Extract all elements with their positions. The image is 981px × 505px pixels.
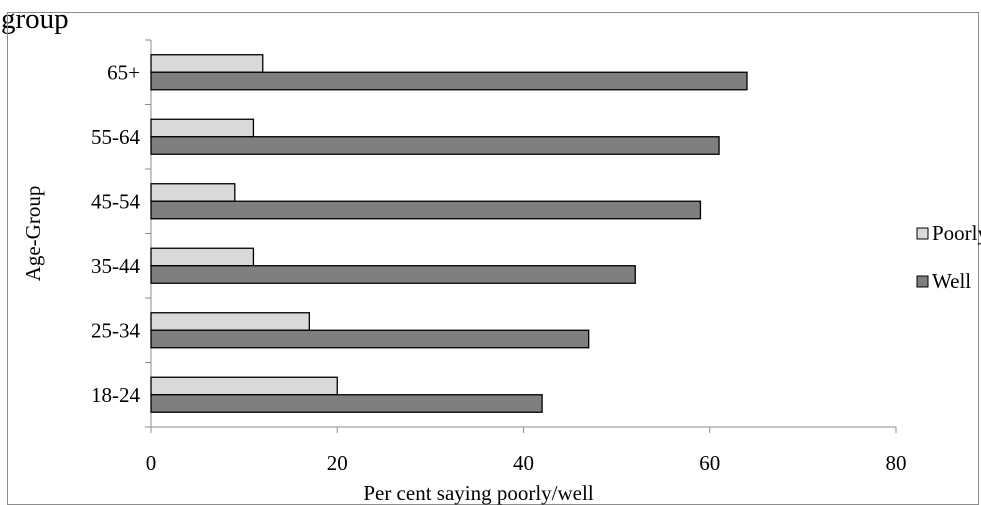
bar-well [150, 265, 636, 284]
y-tick-label: 55-64 [91, 125, 140, 149]
bar-poorly [150, 54, 264, 73]
legend-swatch-well [916, 275, 929, 288]
y-axis-title: Age-Group [21, 186, 45, 282]
legend-label-poorly: Poorly [932, 221, 981, 245]
y-tick-label: 18-24 [91, 383, 140, 407]
bar-poorly [150, 247, 255, 267]
x-tick-label: 40 [513, 451, 534, 475]
y-tick-label: 45-54 [91, 189, 140, 213]
y-tick-label: 65+ [107, 60, 140, 84]
plot-area: 0 20 40 60 80 18-24 25-34 35-44 45-54 55-64 65+ [91, 39, 907, 475]
x-tick-label: 80 [886, 451, 907, 475]
x-tick-label: 0 [146, 451, 157, 475]
bar-poorly [150, 183, 236, 202]
header-fragment: group [1, 3, 69, 35]
x-tick-label: 60 [699, 451, 720, 475]
legend-swatch-poorly [916, 227, 929, 240]
bar-well [150, 200, 702, 220]
bar-poorly [150, 312, 310, 331]
legend: Poorly Well [916, 221, 981, 293]
x-axis-title: Per cent saying poorly/well [363, 481, 594, 505]
y-tick-label: 25-34 [91, 318, 140, 342]
bar-poorly [150, 118, 255, 138]
bar-well [150, 329, 590, 349]
bar-well [150, 71, 748, 91]
y-tick-label: 35-44 [91, 254, 140, 278]
bar-poorly [150, 376, 338, 396]
bar-well [150, 136, 720, 155]
bar-well [150, 394, 543, 413]
x-tick-label: 20 [327, 451, 348, 475]
legend-label-well: Well [932, 269, 971, 293]
